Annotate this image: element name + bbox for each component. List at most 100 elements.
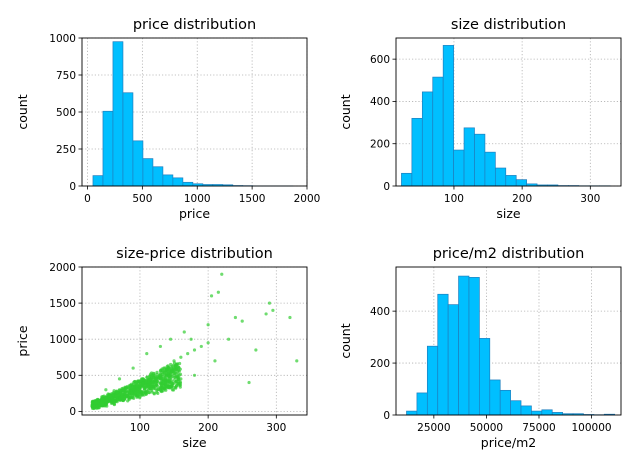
scatter-point — [120, 393, 124, 397]
y-axis-label: count — [15, 94, 30, 129]
scatter-point — [146, 385, 150, 389]
scatter-point — [159, 376, 164, 381]
scatter-point — [288, 315, 292, 320]
histogram-bar — [92, 175, 104, 187]
scatter-point — [206, 341, 210, 345]
histogram-bar — [182, 181, 194, 187]
size-price-scatter-axes: 100 200 300 0 500 1000 1500 2000 size-price dist… — [15, 246, 308, 450]
scatter-point — [134, 380, 139, 385]
scatter-point — [141, 378, 145, 382]
scatter-point — [165, 365, 169, 369]
scatter-point — [123, 391, 127, 395]
scatter-point — [158, 381, 163, 385]
scatter-point — [158, 369, 163, 373]
histogram-bar — [401, 172, 413, 187]
scatter-point — [154, 377, 158, 381]
scatter-point — [143, 391, 148, 395]
histogram-bar — [515, 179, 527, 187]
scatter-point — [95, 404, 99, 408]
x-tick-label: 500 — [132, 193, 152, 205]
y-axis-label: count — [338, 323, 353, 358]
x-tick-label: 100 — [130, 422, 150, 434]
scatter-point — [107, 393, 111, 398]
scatter-point — [103, 399, 107, 403]
x-tick-label: 75000 — [522, 422, 555, 434]
histogram-bar — [112, 41, 124, 187]
scatter-point — [151, 372, 156, 376]
axes-frame — [395, 266, 622, 416]
y-tick-label: 1000 — [49, 334, 76, 346]
scatter-point — [114, 394, 118, 398]
scatter-point — [140, 393, 144, 397]
scatter-point — [128, 383, 132, 387]
scatter-point — [182, 330, 186, 334]
scatter-point — [271, 308, 275, 312]
scatter-point — [295, 359, 299, 363]
y-tick-label: 250 — [56, 144, 76, 156]
scatter-point — [170, 382, 175, 387]
scatter-point — [148, 374, 152, 378]
scatter-point — [112, 402, 117, 406]
y-tick-label: 500 — [56, 107, 76, 119]
y-tick-label: 0 — [383, 181, 390, 193]
scatter-point — [136, 394, 140, 399]
scatter-point — [175, 363, 179, 367]
scatter-point — [156, 384, 160, 389]
histogram-bar — [442, 45, 454, 187]
scatter-point — [111, 391, 115, 395]
scatter-point — [179, 355, 183, 359]
histogram-bar — [531, 410, 543, 416]
scatter-point — [104, 395, 108, 399]
y-tick-label: 400 — [370, 306, 390, 318]
scatter-point — [199, 344, 203, 349]
scatter-point — [100, 397, 105, 401]
size-histogram-title: size distribution — [451, 17, 566, 33]
x-tick-label: 0 — [84, 193, 91, 205]
histogram-bar — [468, 277, 480, 416]
scatter-point — [226, 337, 231, 341]
scatter-point — [179, 377, 183, 381]
scatter-point — [118, 398, 122, 402]
scatter-point — [168, 367, 172, 371]
price-histogram-title: price distribution — [133, 17, 256, 33]
histogram-bar — [406, 410, 418, 416]
scatter-point — [220, 272, 224, 276]
scatter-point — [117, 388, 122, 392]
x-tick-label: 200 — [198, 422, 218, 434]
x-tick-label: 1000 — [184, 193, 211, 205]
scatter-point — [172, 366, 176, 371]
size-histogram-axes: 100 200 300 0 200 400 600 size distribution size… — [338, 17, 622, 221]
scatter-point — [151, 384, 156, 388]
scatter-point — [155, 370, 159, 375]
y-axis-label: count — [338, 94, 353, 129]
scatter-point — [99, 401, 104, 405]
scatter-point — [121, 386, 125, 390]
histogram-bar — [416, 392, 428, 416]
scatter-point — [161, 382, 165, 386]
histogram-bar — [132, 140, 144, 187]
scatter-point — [159, 389, 164, 393]
scatter-point — [147, 379, 151, 383]
scatter-point — [156, 391, 160, 395]
histogram-bar — [453, 149, 465, 187]
scatter-point — [131, 366, 135, 370]
histogram-bar — [122, 92, 134, 187]
scatter-point — [209, 294, 214, 298]
scatter-point — [158, 372, 162, 376]
scatter-point — [177, 361, 182, 366]
scatter-point — [176, 374, 180, 379]
scatter-point — [124, 385, 128, 390]
y-tick-label: 0 — [383, 410, 390, 422]
scatter-point — [267, 301, 272, 305]
x-tick-label: 25000 — [417, 422, 450, 434]
histogram-bar — [437, 293, 449, 416]
scatter-point — [247, 380, 251, 385]
scatter-point — [176, 377, 180, 382]
scatter-point — [136, 387, 140, 391]
histogram-bar — [447, 304, 459, 416]
scatter-point — [105, 398, 109, 402]
scatter-point — [189, 337, 193, 341]
scatter-point — [174, 384, 178, 388]
histogram-bar — [541, 409, 553, 416]
scatter-point — [141, 381, 145, 385]
